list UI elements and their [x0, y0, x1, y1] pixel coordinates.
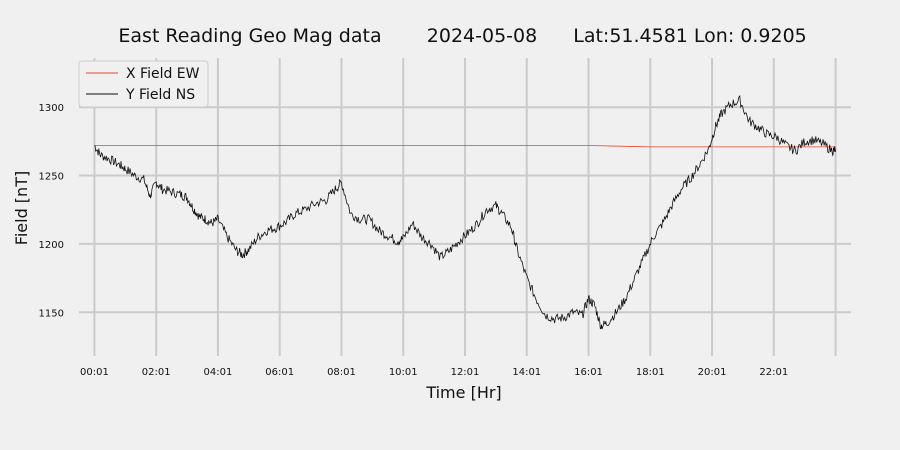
- x-axis-label: Time [Hr]: [425, 383, 501, 402]
- y-axis-label: Field [nT]: [12, 171, 31, 245]
- title-location: Lat:51.4581 Lon: 0.9205: [573, 25, 807, 47]
- x-tick-label: 14:01: [512, 367, 541, 378]
- y-tick-label: 1200: [39, 240, 64, 251]
- x-tick-label: 10:01: [389, 367, 418, 378]
- x-tick-label: 18:01: [636, 367, 665, 378]
- x-tick-label: 08:01: [327, 367, 356, 378]
- x-tick-label: 04:01: [204, 367, 233, 378]
- x-tick-label: 16:01: [574, 367, 603, 378]
- x-tick-label: 00:01: [80, 367, 109, 378]
- x-tick-label: 12:01: [451, 367, 480, 378]
- series-lines: [94, 94, 836, 330]
- grid: [79, 58, 851, 356]
- series-line-x-field: [94, 145, 836, 148]
- series-line-y-field: [94, 94, 836, 330]
- x-tick-label: 06:01: [265, 367, 294, 378]
- x-tick-label: 02:01: [142, 367, 171, 378]
- y-tick-label: 1150: [39, 308, 64, 319]
- x-tick-label: 20:01: [698, 367, 727, 378]
- legend-label-x-field: X Field EW: [126, 66, 200, 82]
- legend: X Field EW Y Field NS: [78, 60, 209, 108]
- tick-labels: 00:01 02:01 04:01 06:01 08:01 10:01 12:01 14:01…: [39, 103, 789, 378]
- title-station: East Reading Geo Mag data: [118, 25, 381, 47]
- title: East Reading Geo Mag data 2024-05-08 Lat…: [118, 25, 806, 47]
- title-date: 2024-05-08: [427, 25, 537, 47]
- legend-label-y-field: Y Field NS: [125, 87, 195, 103]
- x-tick-label: 22:01: [759, 367, 788, 378]
- y-tick-label: 1300: [39, 103, 64, 114]
- y-tick-label: 1250: [39, 172, 64, 183]
